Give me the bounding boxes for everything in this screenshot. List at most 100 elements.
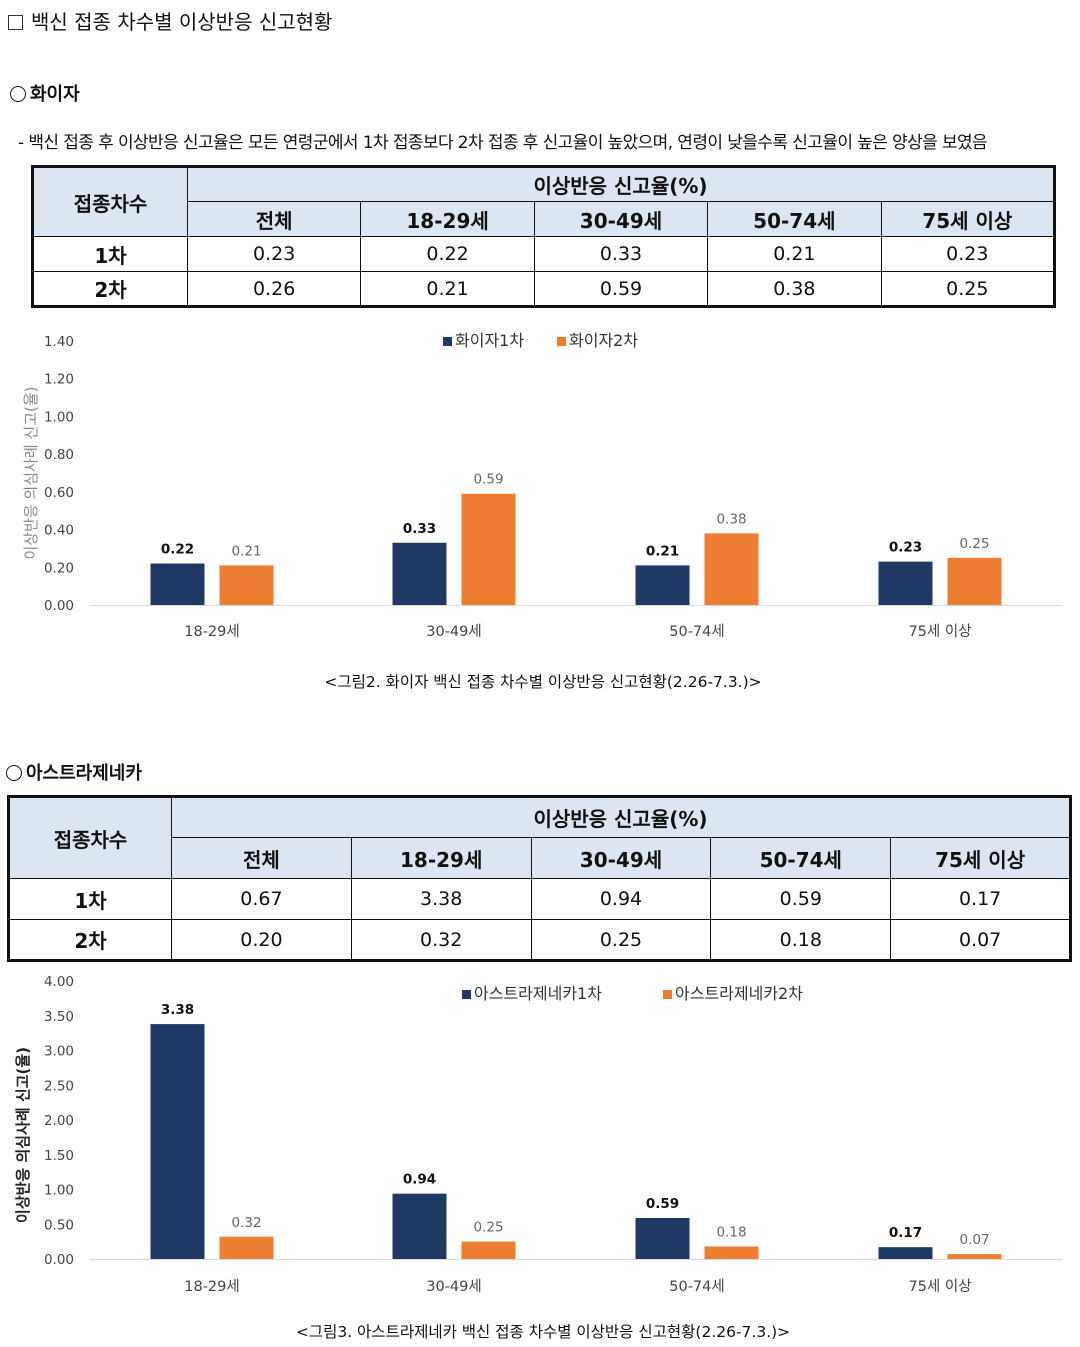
column-header: 전체 [171,837,352,879]
bar [635,565,690,605]
x-tick-label: 50-74세 [669,1278,724,1295]
y-tick-label: 3.00 [44,1044,74,1060]
data-label: 0.25 [473,1220,503,1236]
legend-swatch [443,337,452,346]
column-header: 30-49세 [530,837,712,879]
column-header: 50-74세 [707,201,882,237]
pfizer-rate-table: 접종차수 이상반응 신고율(%) 전체 18-29세 30-49세 50-74세… [31,165,1056,308]
pfizer-section-title: 화이자 [10,80,80,106]
data-label: 0.07 [959,1232,989,1248]
table-cell: 0.20 [171,919,352,961]
y-tick-label: 2.50 [44,1078,74,1094]
data-label: 0.25 [959,536,989,552]
y-tick-label: 0.50 [44,1217,74,1233]
y-tick-label: 1.00 [44,409,74,425]
table-cell: 0.33 [533,236,709,272]
bar [150,563,205,605]
y-tick-label: 1.40 [44,334,74,350]
y-tick-label: 0.20 [44,560,74,576]
legend-label: 아스트라제네카2차 [675,984,803,1003]
table-cell: 0.22 [360,236,535,272]
pfizer-chart-caption: <그림2. 화이자 백신 접종 차수별 이상반응 신고현황(2.26-7.3.)… [324,673,762,691]
data-label: 0.17 [889,1225,922,1241]
table-cell: 0.38 [707,271,882,307]
x-tick-label: 30-49세 [426,623,481,640]
data-label: 0.59 [473,472,503,488]
az-chart-caption: <그림3. 아스트라제네카 백신 접종 차수별 이상반응 신고현황(2.26-7… [295,1323,791,1341]
pfizer-note: - 백신 접종 후 이상반응 신고율은 모든 연령군에서 1차 접종보다 2차 … [18,133,988,153]
table-cell: 3.38 [350,878,532,920]
table-cell: 0.25 [880,271,1056,307]
bar [392,542,447,605]
column-header: 18-29세 [350,837,532,879]
bar [947,557,1002,605]
bar [704,1246,759,1259]
table-cell: 0.07 [890,919,1071,961]
az-section-title-text: 아스트라제네카 [26,763,142,784]
table-cell: 0.94 [530,878,712,920]
x-tick-label: 30-49세 [426,1278,481,1295]
bar [878,561,933,605]
y-axis-title: 이상반응 의심사례 신고(율) [22,386,40,559]
data-label: 0.23 [889,540,922,556]
table-cell: 0.26 [186,271,362,307]
data-label: 0.94 [403,1172,436,1188]
table-group-header: 이상반응 신고율(%) [171,796,1071,838]
y-tick-label: 1.20 [44,372,74,388]
legend-label: 아스트라제네카1차 [474,984,602,1003]
circle-icon [6,765,22,781]
y-tick-label: 4.00 [44,974,74,990]
y-tick-label: 2.00 [44,1113,74,1129]
row-label: 2차 [8,919,172,961]
data-label: 0.38 [716,511,746,527]
column-header: 18-29세 [360,201,535,237]
bar [219,565,274,605]
data-label: 0.32 [231,1215,261,1231]
bar [392,1193,447,1259]
table-cell: 0.18 [710,919,892,961]
column-header: 전체 [186,201,362,237]
y-tick-label: 1.00 [44,1183,74,1199]
legend-swatch [663,990,672,999]
column-header: 50-74세 [710,837,892,879]
row-label: 2차 [32,271,188,307]
table-cell: 0.32 [350,919,532,961]
table-row: 2차 0.26 0.21 0.59 0.38 0.25 [32,271,1056,307]
data-label: 0.21 [646,543,679,559]
bar [704,533,759,605]
table-cell: 0.59 [533,271,709,307]
bar [461,493,516,605]
table-cell: 0.21 [707,236,882,272]
table-cell: 0.23 [186,236,362,272]
y-tick-label: 0.40 [44,523,74,539]
data-label: 0.22 [161,542,194,558]
bar [461,1241,516,1259]
y-tick-label: 3.50 [44,1009,74,1025]
y-tick-label: 0.00 [44,1252,74,1268]
y-tick-label: 0.80 [44,447,74,463]
table-cell: 0.25 [530,919,712,961]
column-header: 30-49세 [533,201,709,237]
row-label: 1차 [32,236,188,272]
table-row: 2차 0.20 0.32 0.25 0.18 0.07 [8,919,1071,961]
legend-label: 화이자2차 [569,331,638,350]
bar [635,1217,690,1259]
legend-swatch [462,990,471,999]
page-title-text: 백신 접종 차수별 이상반응 신고현황 [31,10,333,34]
y-tick-label: 1.50 [44,1148,74,1164]
legend-label: 화이자1차 [455,331,524,350]
circle-icon [10,86,26,102]
data-label: 3.38 [161,1002,194,1018]
legend-swatch [557,337,566,346]
az-bar-chart: 0.00 0.50 1.00 1.50 2.00 2.50 3.00 3.50 4.00 이상반응… [14,974,1062,1295]
table-group-header: 이상반응 신고율(%) [187,166,1055,202]
table-cell: 0.67 [171,878,352,920]
az-section-title: 아스트라제네카 [6,759,142,785]
bar [878,1247,933,1259]
data-label: 0.18 [716,1224,746,1240]
data-label: 0.21 [231,543,261,559]
table-corner-label: 접종차수 [8,796,172,879]
bar [947,1254,1002,1259]
az-rate-table: 접종차수 이상반응 신고율(%) 전체 18-29세 30-49세 50-74세… [7,795,1072,962]
column-header: 75세 이상 [880,201,1056,237]
